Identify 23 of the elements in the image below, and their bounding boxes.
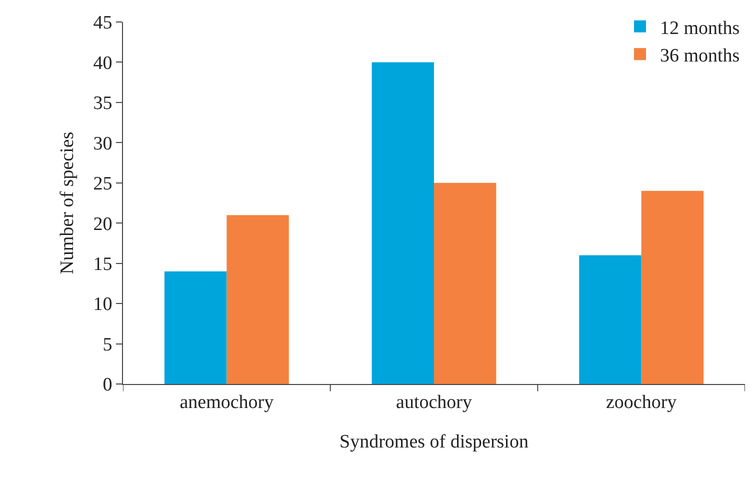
x-tick-label: autochory <box>396 392 472 413</box>
bar <box>641 190 704 384</box>
y-tick-label: 0 <box>102 374 112 396</box>
y-tick-label: 15 <box>93 254 112 275</box>
bar <box>164 271 227 384</box>
bar <box>579 255 642 384</box>
y-tick-label: 20 <box>93 214 112 235</box>
y-tick-label: 25 <box>93 174 112 195</box>
bar <box>372 62 434 384</box>
x-tick-label: anemochory <box>180 392 274 413</box>
legend-label: 36 months <box>660 45 740 66</box>
y-tick-label: 5 <box>102 334 112 356</box>
y-tick-label: 45 <box>93 12 112 34</box>
bar <box>226 215 289 384</box>
y-tick-label: 40 <box>93 52 112 74</box>
bar <box>434 182 496 384</box>
x-tick-label: zoochory <box>606 392 678 413</box>
x-axis-title: Syndromes of dispersion <box>340 432 529 453</box>
legend-label: 12 months <box>660 18 740 39</box>
y-axis-title: Number of species <box>57 132 78 274</box>
y-tick-label: 10 <box>93 294 112 316</box>
y-tick-label: 30 <box>93 133 112 154</box>
y-tick-label: 35 <box>93 93 112 114</box>
